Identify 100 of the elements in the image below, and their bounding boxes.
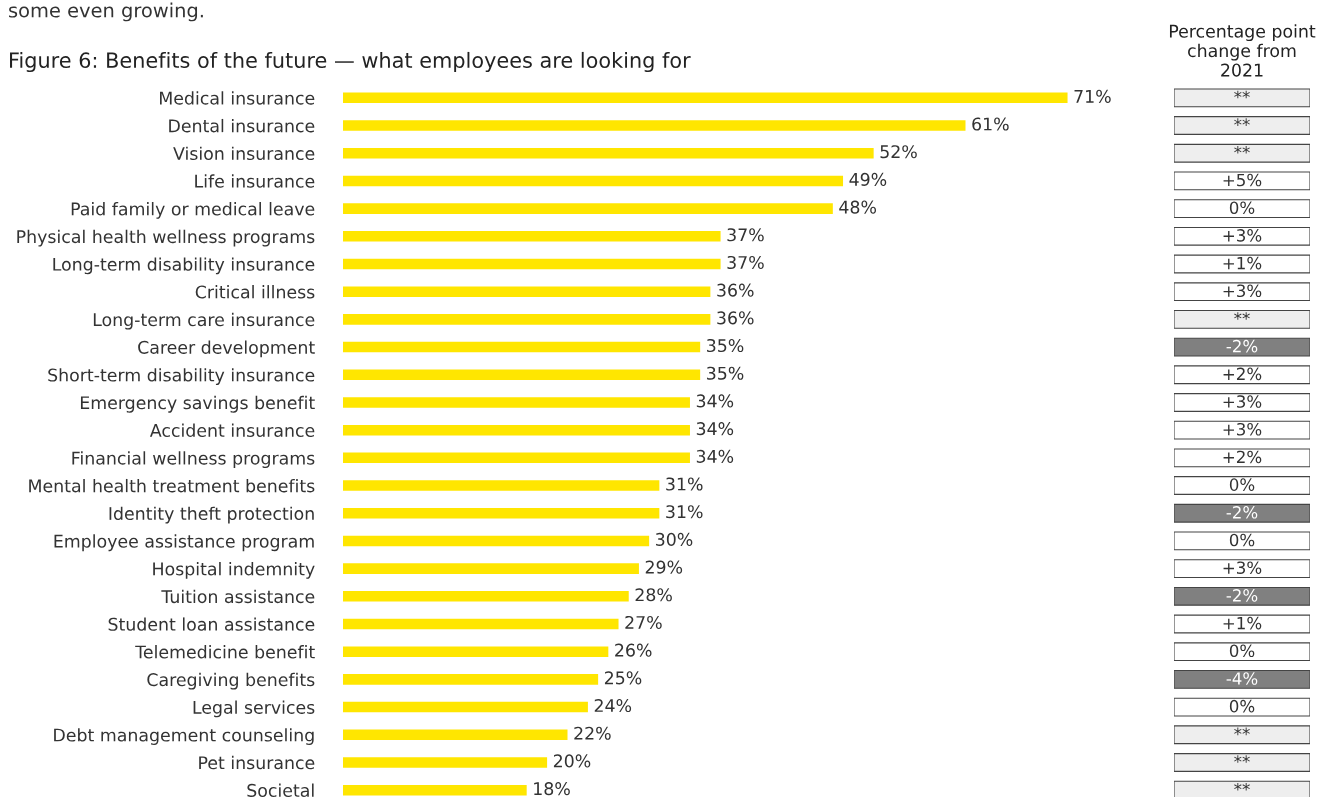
bar [343,231,721,242]
data-label: 71% [1074,89,1111,103]
y-tick-label: Employee assistance program [54,534,314,552]
data-label: 36% [717,311,754,325]
data-label: 30% [656,532,693,546]
y-tick-label: Societal [247,783,314,797]
text: +2% [1223,367,1262,381]
bar [343,397,690,408]
text: +3% [1223,229,1262,242]
y-tick-label: Career development [138,340,315,358]
y-tick-label: Identity theft protection [109,506,314,524]
text: +3% [1223,422,1262,436]
y-tick-label: Physical health wellness programs [17,229,315,247]
y-tick-label: Telemedicine benefit [135,645,315,659]
text: ** [1234,312,1250,320]
y-tick-label: Life insurance [195,174,315,188]
data-label: 28% [635,588,672,602]
bar [343,314,711,325]
bar [343,92,1068,104]
text: +3% [1223,395,1262,408]
text: +5% [1223,173,1262,187]
text: +2% [1223,450,1262,464]
y-tick-label: Short-term disability insurance [48,368,315,385]
text: 0% [1229,644,1255,658]
bar [343,646,609,657]
data-label: 34% [696,422,734,436]
bar [343,147,874,159]
text: ** [1234,782,1250,791]
text: 0% [1229,478,1255,491]
bar [343,784,527,796]
data-label: 24% [594,698,632,713]
bar [343,480,660,491]
data-label: 34% [696,394,734,408]
bar [343,424,690,436]
text: -2% [1226,339,1258,353]
bar [343,175,844,187]
y-tick-label: Mental health treatment benefits [29,478,315,493]
text: ** [1234,755,1250,763]
text: +3% [1223,284,1262,298]
y-tick-label: Vision insurance [173,146,315,161]
data-label: 25% [604,671,642,685]
bar [343,729,568,741]
y-tick-label: Pet insurance [199,755,315,770]
bar [343,369,701,381]
data-label: 36% [717,283,754,297]
y-tick-label: Paid family or medical leave [71,202,315,219]
y-tick-label: Medical insurance [160,91,315,105]
text: +1% [1223,256,1262,270]
data-label: 35% [707,366,744,380]
y-tick-label: Debt management counseling [54,728,314,745]
bar [343,757,548,768]
text: 0% [1229,201,1255,215]
data-label: 34% [696,449,734,463]
y-tick-label: Emergency savings benefit [80,395,315,413]
text: ** [1234,90,1250,99]
y-tick-label: Accident insurance [149,423,315,437]
bar [343,701,588,713]
bar [343,341,701,353]
text: 0% [1229,699,1255,713]
data-label: 18% [534,782,570,796]
data-label: 49% [849,172,887,186]
y-tick-label: Legal services [193,700,315,718]
text: +3% [1223,561,1262,575]
text: ** [1234,118,1250,126]
data-label: 37% [727,255,764,270]
data-label: 31% [666,477,703,491]
y-tick-label: Long-term care insurance [93,312,315,330]
y-tick-label: Critical illness [195,285,315,299]
bar [343,674,599,685]
y-tick-label: Caregiving benefits [147,672,315,690]
y-tick-label: Tuition assistance [161,589,315,604]
y-tick-label: Hospital indemnity [153,562,315,579]
bar [343,203,833,214]
data-label: 52% [880,145,917,159]
bar [343,286,711,297]
data-label: 48% [839,200,877,214]
data-label: 27% [625,615,662,630]
data-label: 26% [615,643,652,657]
data-label: 31% [666,505,703,519]
text: -4% [1226,672,1258,685]
bar [343,618,619,630]
text: +1% [1223,616,1262,630]
text: ** [1234,146,1250,154]
bar [343,591,629,602]
bar [343,120,966,131]
chart-title: Figure 6: Benefits of the future — what employees are looking for [10,51,691,73]
data-label: 22% [574,726,611,740]
text: 0% [1229,533,1255,547]
y-tick-label: Dental insurance [169,118,315,133]
data-label: 37% [727,228,764,242]
text: Percentage point change from 2021 [1169,24,1316,77]
bar [343,452,690,464]
y-tick-label: Student loan assistance [108,617,315,631]
bar [343,258,721,270]
text: -2% [1226,589,1258,602]
text: -2% [1226,506,1258,519]
y-tick-label: Financial wellness programs [72,451,315,469]
bar [343,535,650,547]
data-label: 35% [707,338,744,353]
text: some even growing. [9,2,203,22]
